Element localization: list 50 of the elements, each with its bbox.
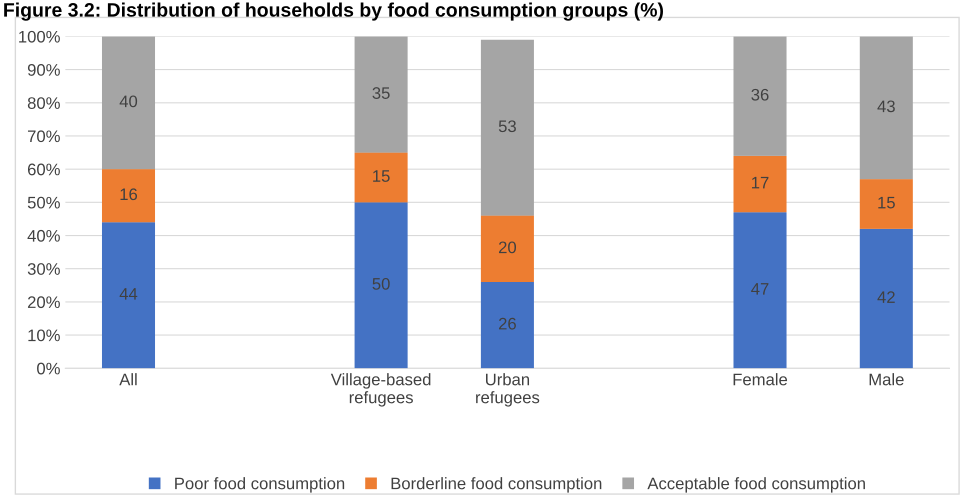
y-tick-label: 90% <box>28 64 60 76</box>
bar <box>102 169 156 222</box>
data-label: 40 <box>120 95 138 108</box>
data-label: 35 <box>372 87 390 99</box>
y-tick-label: 0% <box>37 362 60 374</box>
bar <box>354 36 408 153</box>
x-tick-label: All <box>119 373 137 386</box>
y-tick-label: 70% <box>28 130 60 142</box>
y-tick-label: 60% <box>28 164 60 176</box>
bar <box>354 202 408 368</box>
bar <box>860 36 913 180</box>
data-label: 44 <box>120 288 138 300</box>
data-label: 15 <box>373 170 390 182</box>
bar <box>733 212 787 368</box>
data-label: 43 <box>877 100 895 112</box>
bar <box>860 179 913 229</box>
y-tick-label: 30% <box>28 263 60 275</box>
bar <box>733 156 787 212</box>
data-label: 42 <box>877 291 895 303</box>
data-label: 53 <box>498 120 516 132</box>
data-label: 26 <box>498 318 516 330</box>
y-tick-label: 10% <box>28 329 60 342</box>
y-tick-label: 20% <box>28 296 60 308</box>
bar <box>354 152 408 202</box>
data-label: 47 <box>751 283 768 295</box>
y-tick-label: 100% <box>19 30 60 43</box>
x-tick-label: Urban refugees <box>476 373 540 407</box>
legend-label: Poor food consumption <box>175 477 344 493</box>
legend-label: Acceptable food consumption <box>647 477 865 493</box>
x-tick-label: Female <box>734 373 788 386</box>
y-tick-label: 40% <box>28 230 60 242</box>
data-label: 20 <box>498 241 516 254</box>
x-tick-label: Village-based refugees <box>330 373 430 407</box>
bar <box>480 282 534 368</box>
data-label: 16 <box>120 188 138 200</box>
data-label: 15 <box>878 196 895 208</box>
chart-title: Figure 3.2: Distribution of households by food consumption groups (%) <box>4 2 663 21</box>
bar <box>480 216 534 282</box>
legend-label: Borderline food consumption <box>392 477 602 493</box>
bar <box>733 36 787 156</box>
bar <box>480 40 534 216</box>
x-tick-label: Male <box>870 373 904 386</box>
bar <box>102 36 156 170</box>
bar <box>860 228 913 368</box>
data-label: 36 <box>751 88 769 101</box>
bar <box>102 222 156 368</box>
y-tick-label: 80% <box>28 97 60 109</box>
data-label: 17 <box>752 176 768 188</box>
data-label: 50 <box>372 278 390 290</box>
y-tick-label: 50% <box>28 196 60 209</box>
